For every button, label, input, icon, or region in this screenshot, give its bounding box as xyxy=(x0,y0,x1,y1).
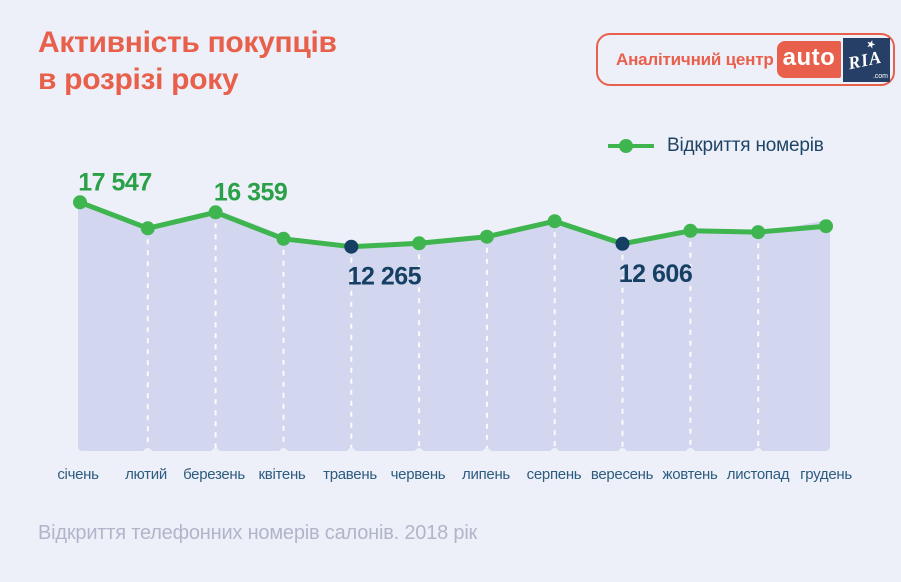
gridline-notch xyxy=(550,448,560,457)
legend-label: Відкриття номерів xyxy=(667,135,824,156)
x-axis-label: квітень xyxy=(258,466,306,483)
x-axis: січень лютий березень квітень травень червень… xyxy=(44,466,860,483)
data-point-highlight xyxy=(615,236,630,251)
page-title-line2: в розрізі року xyxy=(38,63,239,96)
data-line xyxy=(77,199,829,250)
data-point xyxy=(819,219,833,234)
x-axis-label: лютий xyxy=(125,466,167,483)
x-axis-label: вересень xyxy=(590,466,654,483)
chart-caption: Відкриття телефонних номерів салонів. 20… xyxy=(38,522,478,544)
gridline-notch xyxy=(211,448,221,457)
x-axis-label: серпень xyxy=(526,466,582,483)
data-label: 17 547 xyxy=(78,168,151,196)
x-axis-label: червень xyxy=(390,466,446,483)
data-label: 12 606 xyxy=(619,260,692,288)
gridline-notch xyxy=(346,448,356,457)
auto-logo-block: auto xyxy=(777,41,841,78)
legend: Відкриття номерів xyxy=(608,135,824,157)
x-axis-label: грудень xyxy=(800,466,852,483)
autoria-logo: auto ★ RIA .com xyxy=(777,37,890,82)
ria-logo-block: ★ RIA .com xyxy=(843,37,890,82)
x-axis-label: травень xyxy=(323,466,377,483)
gridline-notch xyxy=(414,448,424,457)
gridline-notch xyxy=(753,448,763,457)
x-axis-label: липень xyxy=(462,466,510,483)
ria-tld-text: .com xyxy=(872,72,888,80)
data-point xyxy=(547,214,562,229)
data-label: 16 359 xyxy=(214,178,287,206)
legend-marker-icon xyxy=(608,139,654,153)
analytics-center-label: Аналітичний центр xyxy=(616,49,774,69)
gridline-notch xyxy=(685,448,695,457)
data-point xyxy=(412,236,427,251)
gridline-notch xyxy=(482,448,492,457)
data-label: 12 265 xyxy=(348,263,422,291)
data-point xyxy=(751,225,766,240)
analytics-center-badge: Аналітичний центр auto ★ RIA .com xyxy=(596,33,895,86)
data-point xyxy=(683,223,698,238)
gridline-notch xyxy=(279,448,288,457)
data-point xyxy=(276,231,291,246)
gridline-notch xyxy=(143,448,153,457)
data-point xyxy=(140,221,155,236)
x-axis-label: січень xyxy=(57,466,99,483)
data-point xyxy=(208,205,223,220)
x-axis-label: березень xyxy=(183,466,245,483)
x-axis-label: жовтень xyxy=(662,466,718,483)
data-point xyxy=(479,229,494,244)
data-point xyxy=(73,195,87,210)
gridline-notch xyxy=(618,448,627,457)
x-axis-label: листопад xyxy=(726,466,790,483)
page-title-line1: Активність покупців xyxy=(38,26,337,59)
area-fill xyxy=(78,202,830,451)
page-title: Активність покупців в розрізі року xyxy=(38,24,337,98)
data-point-highlight xyxy=(344,239,359,254)
